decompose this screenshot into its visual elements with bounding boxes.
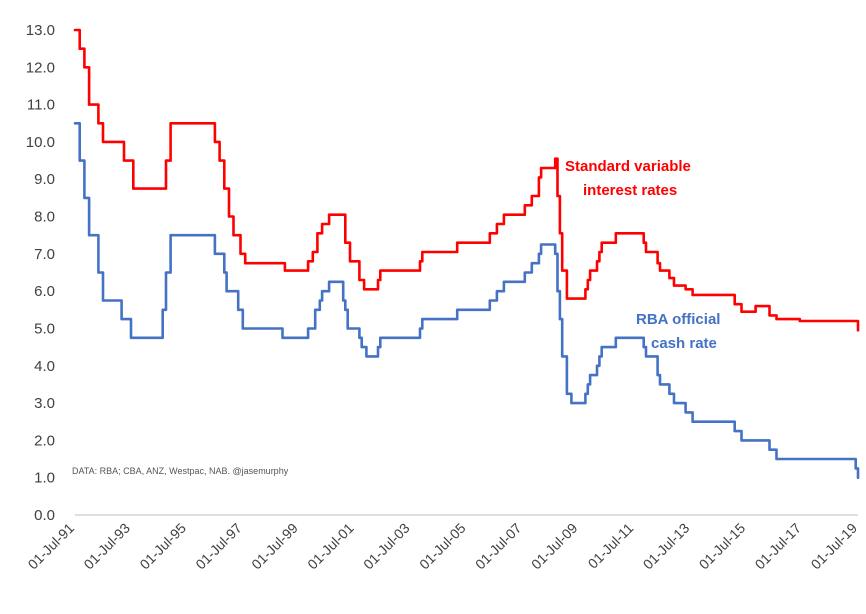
y-tick-label: 6.0 [34,283,55,300]
x-tick-label: 01-Jul-09 [528,520,581,573]
annotation-cash-rate-line2: cash rate [651,335,717,352]
x-tick-label: 01-Jul-93 [80,520,133,573]
data-source-note: DATA: RBA; CBA, ANZ, Westpac, NAB. @jase… [72,466,289,476]
x-tick-label: 01-Jul-03 [360,520,413,573]
x-tick-label: 01-Jul-07 [472,520,525,573]
x-tick-label: 01-Jul-97 [192,520,245,573]
x-tick-label: 01-Jul-91 [25,520,78,573]
x-tick-label: 01-Jul-01 [304,520,357,573]
y-tick-label: 13.0 [26,22,55,39]
annotation-variable-rate-line1: Standard variable [565,158,691,175]
annotation-layer: Standard variable interest rates RBA off… [72,158,720,476]
y-tick-label: 12.0 [26,59,55,76]
x-tick-label: 01-Jul-11 [585,520,637,572]
y-tick-label: 4.0 [34,358,55,375]
x-tick-label: 01-Jul-19 [808,520,861,573]
y-tick-label: 5.0 [34,320,55,337]
y-tick-label: 1.0 [34,470,55,487]
annotation-cash-rate-line1: RBA official [636,311,720,328]
y-tick-label: 9.0 [34,171,55,188]
x-tick-label: 01-Jul-15 [696,520,749,573]
series-layer [73,28,860,479]
y-tick-label: 8.0 [34,209,55,226]
x-tick-label: 01-Jul-13 [640,520,693,573]
x-axis: 01-Jul-91 01-Jul-93 01-Jul-95 01-Jul-97 01-J… [25,514,861,573]
series-cash-rate-line [73,122,860,479]
x-tick-label: 01-Jul-05 [416,520,469,573]
y-tick-label: 7.0 [34,246,55,263]
y-tick-label: 11.0 [27,97,55,114]
x-tick-label: 01-Jul-99 [248,520,301,573]
x-tick-label: 01-Jul-17 [752,520,805,573]
y-tick-label: 0.0 [34,507,55,524]
series-variable-rate-line [73,28,860,332]
annotation-variable-rate-line2: interest rates [583,182,677,199]
x-tick-label: 01-Jul-95 [136,520,189,573]
y-tick-label: 10.0 [26,134,55,151]
y-axis: 0.0 1.0 2.0 3.0 4.0 5.0 6.0 7.0 8.0 9.0 10.0 11.0 12… [26,22,55,524]
y-tick-label: 2.0 [34,432,55,449]
y-tick-label: 3.0 [34,395,55,412]
